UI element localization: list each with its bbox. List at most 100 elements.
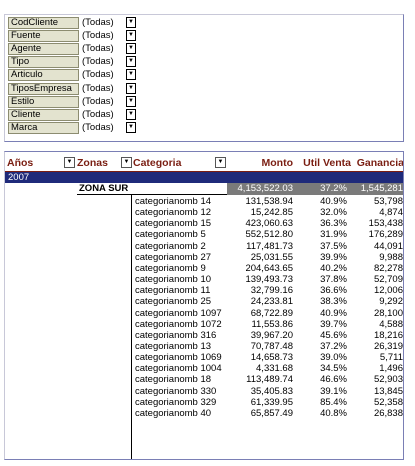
monto-cell: 39,967.20 <box>250 329 293 341</box>
monto-cell: 15,242.85 <box>250 207 293 219</box>
header-categoria[interactable]: Categoria <box>133 157 182 169</box>
category-item[interactable]: categorianomb 9 <box>135 262 206 274</box>
dropdown-arrow-icon[interactable]: ▼ <box>126 121 136 133</box>
dropdown-arrow-icon[interactable]: ▼ <box>126 17 136 28</box>
category-item[interactable]: categorianomb 329 <box>135 396 217 408</box>
util-venta-cell: 39.9% <box>320 251 347 263</box>
page-field-area: CodCliente (Todas) ▼ Fuente (Todas) ▼ Agente (T… <box>4 14 404 142</box>
category-item[interactable]: categorianomb 18 <box>135 374 212 386</box>
monto-cell: 139,493.73 <box>245 274 293 286</box>
category-item[interactable]: categorianomb 15 <box>135 218 212 230</box>
category-item[interactable]: categorianomb 1069 <box>135 352 222 364</box>
ganancia-cell: 26,838 <box>373 407 403 419</box>
util-venta-cell: 85.4% <box>320 396 347 408</box>
util-venta-cell: 40.8% <box>320 407 347 419</box>
zone-total-ganancia: 1,545,281 <box>360 183 403 194</box>
categoria-dropdown-icon[interactable]: ▼ <box>215 157 226 168</box>
ganancia-cell: 153,438 <box>368 218 403 230</box>
dropdown-arrow-icon[interactable]: ▼ <box>126 95 136 107</box>
filter-field-label[interactable]: Tipo <box>8 56 79 69</box>
monto-cell: 11,553.86 <box>251 318 293 330</box>
dropdown-arrow-icon[interactable]: ▼ <box>126 43 136 55</box>
filter-field-label[interactable]: Estilo <box>8 95 79 108</box>
util-venta-cell: 32.0% <box>320 207 347 219</box>
filter-field-label[interactable]: TiposEmpresa <box>8 82 79 95</box>
header-util-venta: Util Venta <box>303 157 351 169</box>
header-divider <box>5 171 403 172</box>
util-venta-cell: 37.2% <box>320 340 347 352</box>
ganancia-cell: 52,903 <box>373 374 403 386</box>
category-item[interactable]: categorianomb 13 <box>135 340 212 352</box>
filter-field-label[interactable]: Articulo <box>8 69 79 82</box>
util-venta-cell: 45.6% <box>320 329 347 341</box>
filter-field-label[interactable]: Fuente <box>8 30 79 43</box>
category-item[interactable]: categorianomb 1004 <box>135 363 222 375</box>
util-venta-cell: 39.0% <box>320 352 347 364</box>
anios-dropdown-icon[interactable]: ▼ <box>64 157 75 168</box>
ganancia-cell: 52,709 <box>373 274 403 286</box>
category-item[interactable]: categorianomb 27 <box>135 251 212 263</box>
util-venta-cell: 46.6% <box>320 374 347 386</box>
ganancia-cell: 9,292 <box>379 296 403 308</box>
ganancia-cell: 53,798 <box>373 196 403 207</box>
ganancia-cell: 9,988 <box>379 251 403 263</box>
ganancia-cell: 18,216 <box>373 329 403 341</box>
filter-field-label[interactable]: Agente <box>8 43 79 56</box>
category-item[interactable]: categorianomb 330 <box>135 385 217 397</box>
filter-field-label[interactable]: CodCliente <box>8 17 79 29</box>
category-item[interactable]: categorianomb 12 <box>135 207 212 219</box>
filter-value: (Todas) <box>82 69 114 81</box>
filter-field-label[interactable]: Marca <box>8 121 79 134</box>
dropdown-arrow-icon[interactable]: ▼ <box>126 108 136 120</box>
zonas-dropdown-icon[interactable]: ▼ <box>121 157 132 168</box>
header-anios[interactable]: Años <box>7 157 34 169</box>
util-venta-cell: 40.9% <box>320 196 347 207</box>
util-venta-cell: 37.5% <box>320 240 347 252</box>
monto-cell: 423,060.63 <box>245 218 293 230</box>
filter-value: (Todas) <box>82 30 114 42</box>
util-venta-cell: 38.3% <box>320 296 347 308</box>
year-row[interactable]: 2007 <box>5 172 403 183</box>
dropdown-arrow-icon[interactable]: ▼ <box>126 82 136 94</box>
ganancia-cell: 176,289 <box>368 229 403 241</box>
ganancia-cell: 28,100 <box>373 307 403 319</box>
monto-cell: 204,643.65 <box>245 262 293 274</box>
monto-cell: 14,658.73 <box>250 352 293 364</box>
ganancia-cell: 4,588 <box>379 318 403 330</box>
category-item[interactable]: categorianomb 10 <box>135 274 212 286</box>
dropdown-arrow-icon[interactable]: ▼ <box>126 69 136 81</box>
category-item[interactable]: categorianomb 2 <box>135 240 206 252</box>
dropdown-arrow-icon[interactable]: ▼ <box>126 30 136 42</box>
ganancia-cell: 52,358 <box>373 396 403 408</box>
ganancia-cell: 44,091 <box>373 240 403 252</box>
filter-value: (Todas) <box>82 82 114 94</box>
category-item[interactable]: categorianomb 316 <box>135 329 217 341</box>
category-item[interactable]: categorianomb 1072 <box>135 318 222 330</box>
category-item[interactable]: categorianomb 1097 <box>135 307 222 319</box>
category-item[interactable]: categorianomb 40 <box>135 407 212 419</box>
category-divider <box>131 195 132 459</box>
filter-value: (Todas) <box>82 108 114 120</box>
filter-field-label[interactable]: Cliente <box>8 108 79 121</box>
ganancia-cell: 5,711 <box>379 352 403 364</box>
zone-total-monto: 4,153,522.03 <box>237 183 293 194</box>
pivot-table: Años ▼ Zonas ▼ Categoria ▼ Monto Util Ve… <box>4 151 404 460</box>
util-venta-cell: 39.7% <box>320 318 347 330</box>
monto-cell: 35,405.83 <box>250 385 293 397</box>
monto-cell: 68,722.89 <box>250 307 293 319</box>
monto-cell: 4,331.68 <box>256 363 293 375</box>
category-item[interactable]: categorianomb 11 <box>135 285 211 297</box>
category-item[interactable]: categorianomb 5 <box>135 229 206 241</box>
category-item[interactable]: categorianomb 25 <box>135 296 212 308</box>
ganancia-cell: 12,006 <box>373 285 403 297</box>
monto-cell: 117,481.73 <box>246 240 293 252</box>
category-item[interactable]: categorianomb 14 <box>135 196 212 207</box>
zone-label[interactable]: ZONA SUR <box>77 183 227 195</box>
header-zonas[interactable]: Zonas <box>77 157 108 169</box>
monto-cell: 65,857.49 <box>250 407 293 419</box>
dropdown-arrow-icon[interactable]: ▼ <box>126 56 136 68</box>
monto-cell: 70,787.48 <box>250 340 293 352</box>
monto-cell: 61,339.95 <box>250 396 293 408</box>
header-monto: Monto <box>261 157 294 169</box>
zone-total-util: 37.2% <box>320 183 347 194</box>
